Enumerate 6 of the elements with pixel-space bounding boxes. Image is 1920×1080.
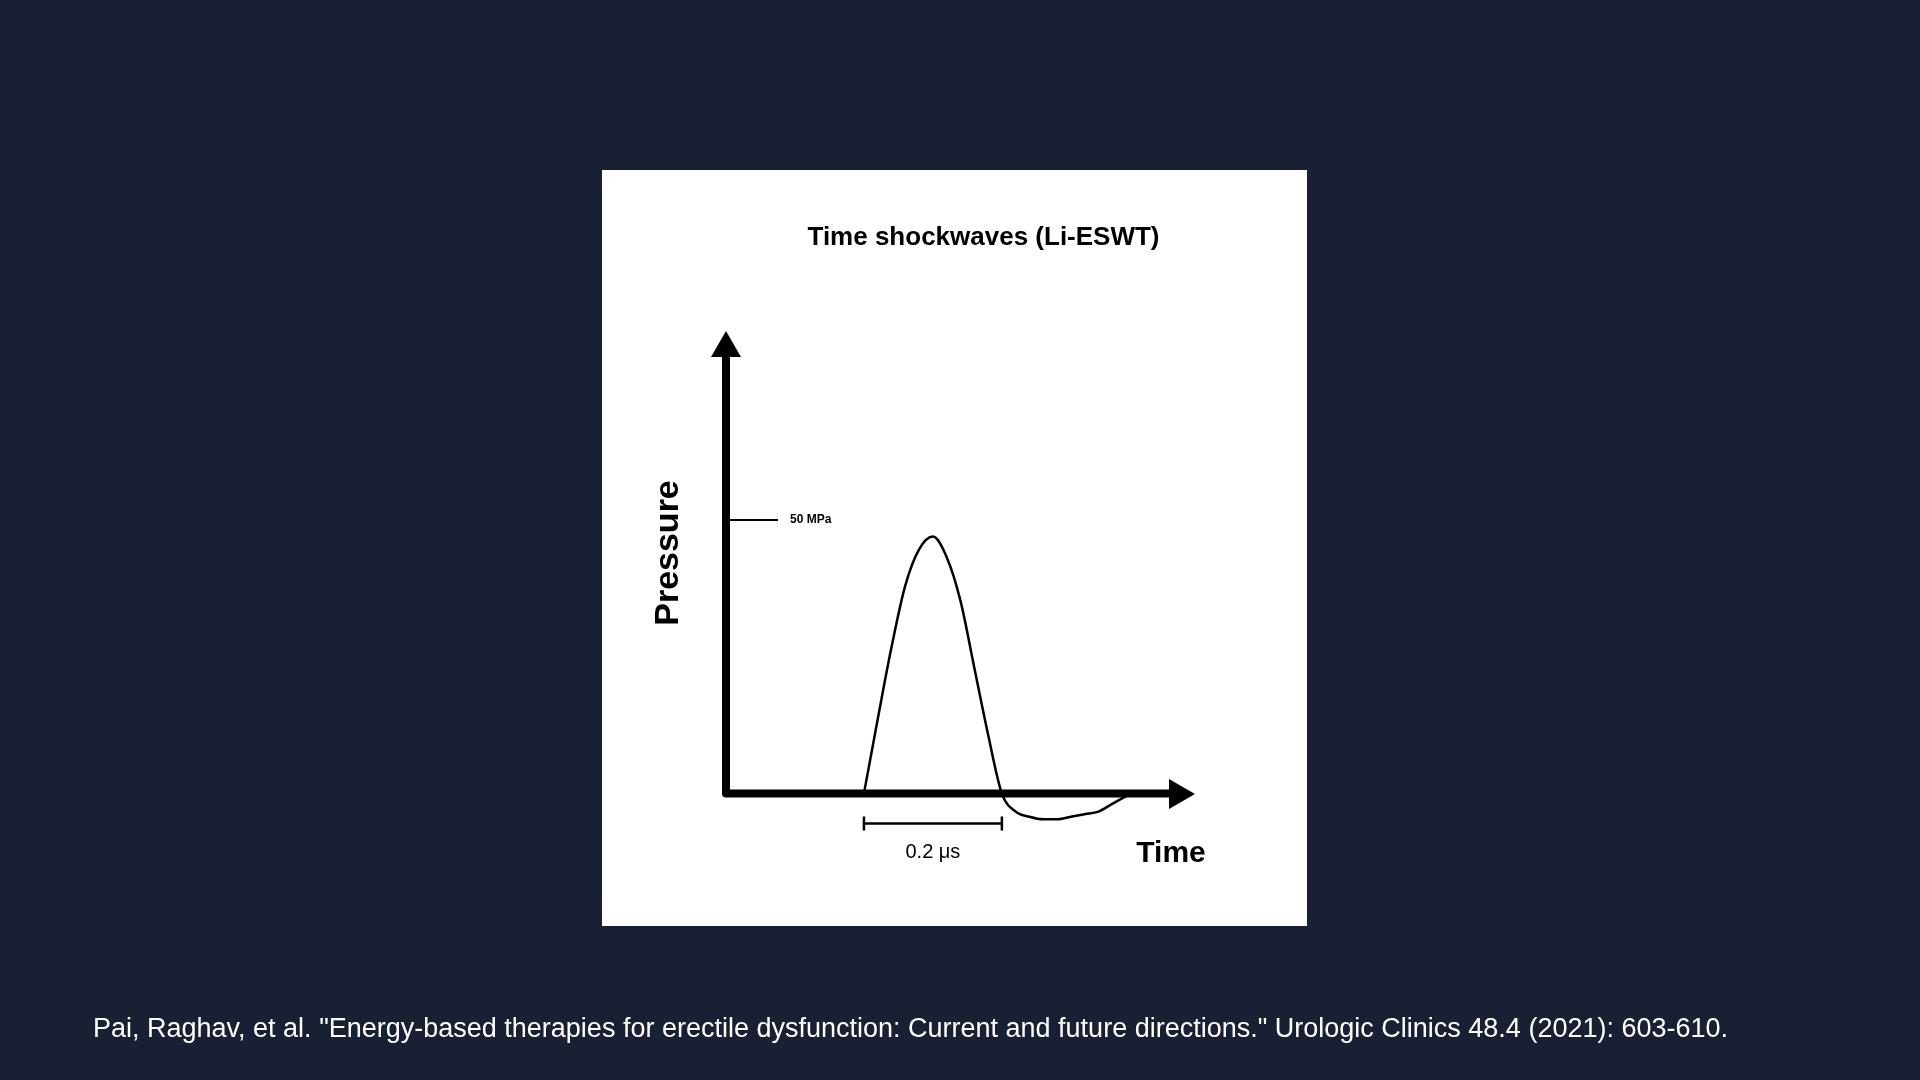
text: 0.2 μs: [905, 840, 961, 863]
chart-title: Time shockwaves (Li-ESWT): [807, 221, 1160, 252]
text: Pai, Raghav, et al. "Energy-based therapies for erectile dysfunction: Current and future directions." Urologic Clinics 48.4 (2021): 603-610.: [93, 1013, 1729, 1044]
y-axis-title: Pressure: [647, 480, 686, 626]
x-axis-title: Time: [1136, 834, 1206, 868]
text: 50 MPa: [790, 511, 832, 526]
